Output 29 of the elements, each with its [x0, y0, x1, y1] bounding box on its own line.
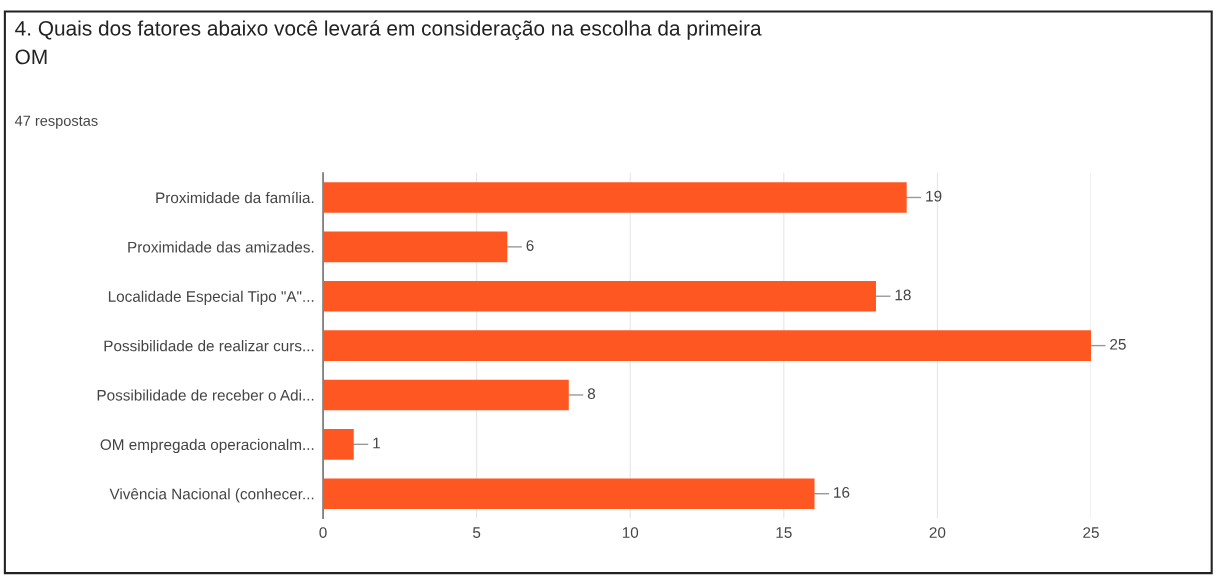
chart-title: 4. Quais dos fatores abaixo você levará em consideração na escolha da primeira OM	[15, 20, 762, 65]
x-tick-label: 5	[472, 527, 481, 538]
y-tick-label: OM empregada operacionalm...	[100, 438, 314, 454]
x-tick-label: 25	[1083, 527, 1099, 538]
bar	[323, 429, 354, 460]
y-tick-label: Proximidade da família.	[156, 191, 314, 204]
data-label: 8	[587, 388, 596, 400]
x-tick-label: 15	[776, 527, 792, 538]
y-tick-label: Localidade Especial Tipo "A"...	[108, 290, 314, 305]
x-tick-label: 20	[929, 527, 946, 538]
data-label: 6	[526, 240, 534, 251]
x-tick-label: 10	[622, 527, 639, 538]
data-label: 19	[926, 190, 942, 202]
y-tick-label: Proximidade das amizades.	[128, 241, 314, 253]
data-label: 18	[895, 289, 911, 301]
bar	[323, 330, 1091, 361]
bar	[323, 280, 876, 312]
data-label: 1	[373, 437, 380, 449]
y-tick-label: Possibilidade de realizar curs...	[104, 340, 314, 352]
data-label: 16	[834, 487, 850, 498]
data-label: 25	[1110, 338, 1126, 350]
bar	[323, 478, 815, 510]
bar	[323, 182, 907, 213]
y-tick-label: Possibilidade de receber o Adi...	[97, 389, 314, 401]
y-tick-label: Vivência Nacional (conhecer...	[109, 488, 314, 503]
x-tick-label: 0	[319, 527, 327, 538]
bar	[323, 231, 508, 263]
bar	[323, 379, 569, 411]
text: 47 respostas	[14, 115, 98, 129]
